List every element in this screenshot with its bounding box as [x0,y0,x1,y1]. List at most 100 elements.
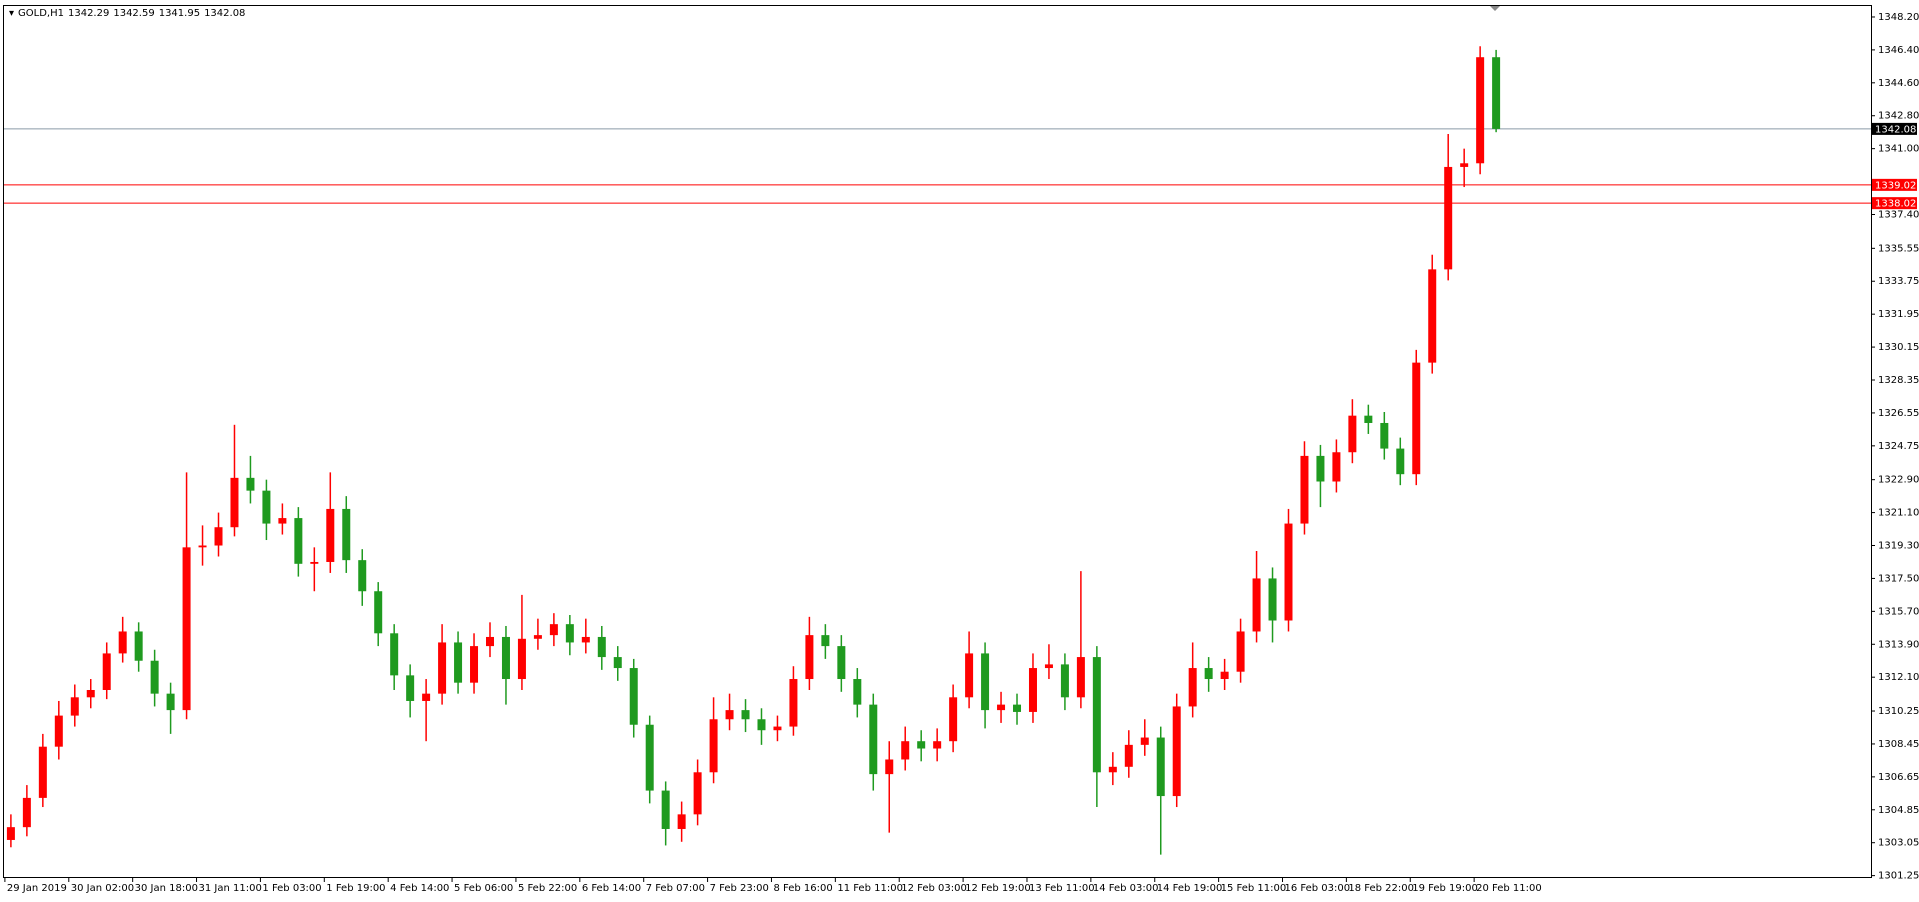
candle-body [438,642,447,694]
candle-body [1172,706,1181,797]
candle-body [1460,163,1469,167]
header-arrow: ▾ [9,8,15,19]
x-tick-label: 15 Feb 11:00 [1221,883,1287,894]
level-line-label: 1339.02 [1875,180,1916,191]
y-tick-label: 1344.60 [1878,78,1919,89]
candle-body [1220,671,1229,680]
candle-body [1492,57,1501,129]
candle-body [390,633,399,676]
candle-body [1124,744,1133,767]
candle-body [310,561,319,564]
candle-body [1060,664,1069,698]
candle-body [150,660,159,694]
candle-body [965,653,974,698]
candle-body [1348,415,1357,453]
y-tick-label: 1346.40 [1878,45,1919,56]
x-tick-label: 12 Feb 19:00 [965,883,1031,894]
x-tick-label: 8 Feb 16:00 [773,883,832,894]
candle-body [1476,57,1485,164]
chart-title: GOLD,H1 [18,8,64,19]
price-line-label: 1342.08 [1875,124,1916,135]
candle-body [709,719,718,773]
candle-body [725,710,734,720]
candle-body [1380,422,1389,449]
y-tick-label: 1333.75 [1878,276,1919,287]
candle-body [406,675,415,701]
candle-body [1396,448,1405,475]
candle-body [246,477,255,491]
y-tick-label: 1324.75 [1878,441,1919,452]
candle-body [486,636,494,647]
candle-body [677,814,686,829]
y-tick-label: 1313.90 [1878,639,1919,650]
candle-body [1140,737,1149,745]
candle-body [1188,668,1197,707]
y-tick-label: 1304.85 [1878,805,1919,816]
y-tick-label: 1310.25 [1878,706,1919,717]
y-tick-label: 1348.20 [1878,12,1919,23]
candle-body [1268,578,1277,621]
candle-body [837,646,846,680]
candle-body [597,636,606,658]
candle-body [1204,668,1213,680]
x-tick-label: 14 Feb 19:00 [1157,883,1223,894]
y-tick-label: 1341.00 [1878,144,1919,155]
y-tick-label: 1319.30 [1878,541,1919,552]
candle-body [1013,704,1022,712]
y-tick-label: 1315.70 [1878,606,1919,617]
candle-body [454,642,463,683]
candle-body [789,679,798,727]
candle-body [342,508,351,561]
level-line-label: 1338.02 [1875,199,1916,210]
x-tick-label: 7 Feb 23:00 [710,883,769,894]
candle-body [1252,578,1261,632]
x-tick-label: 12 Feb 03:00 [901,883,967,894]
candle-body [198,545,207,548]
candle-body [1108,766,1117,773]
candle-body [166,693,175,711]
y-tick-label: 1337.40 [1878,209,1919,220]
candle-body [981,653,990,711]
candle-body [1156,737,1165,797]
candle-body [214,527,223,546]
candle-body [853,679,862,705]
candle-body [278,518,287,524]
y-tick-label: 1321.10 [1878,508,1919,519]
candle-body [757,719,766,731]
candle-body [821,635,830,647]
candle-body [869,704,878,775]
candle-body [517,638,526,680]
y-tick-label: 1335.55 [1878,243,1919,254]
candle-body [1444,166,1453,270]
candle-body [629,668,638,725]
candle-body [422,693,431,701]
candle-body [501,636,510,680]
candle-body [470,646,479,683]
candle-body [1092,657,1101,773]
candle-body [1236,631,1245,672]
candle-body [118,631,127,654]
candle-body [102,653,111,690]
candle-body [549,624,558,636]
candle-body [645,724,654,791]
y-tick-label: 1301.25 [1878,871,1919,882]
candle-body [70,697,79,716]
candle-body [661,790,670,829]
candle-body [1284,523,1293,621]
x-tick-label: 18 Feb 22:00 [1348,883,1414,894]
candle-body [182,547,191,711]
candle-body [805,635,814,680]
candle-body [997,704,1006,711]
level-line-label-box [1872,197,1917,210]
candle-body [374,591,383,634]
candle-body [326,508,335,562]
level-line-label-box [1872,178,1917,191]
candle-body [134,631,143,661]
candle-body [565,624,574,643]
x-tick-label: 1 Feb 03:00 [262,883,321,894]
candle-body [901,741,910,760]
ohlc-value: 1341.95 [158,8,201,19]
candle-body [1316,455,1325,482]
